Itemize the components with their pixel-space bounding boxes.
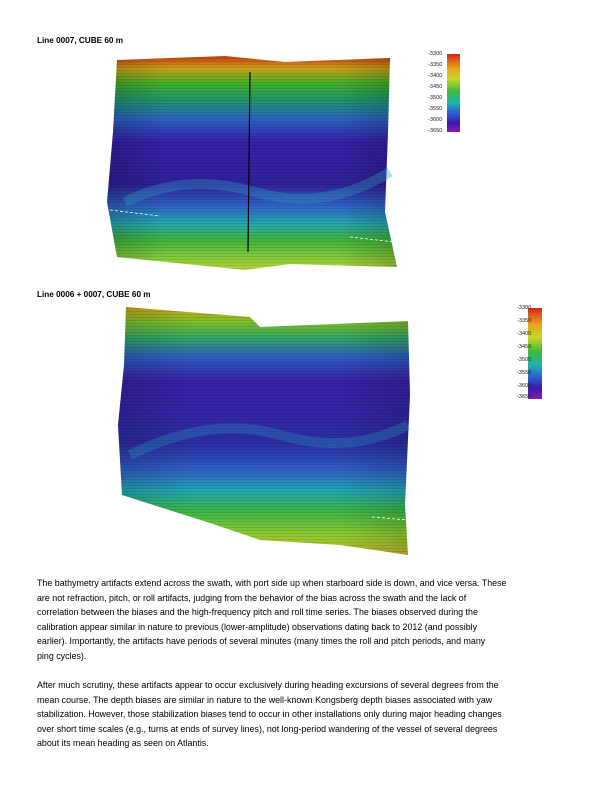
legend-tick: -3400 (517, 331, 532, 337)
legend-tick: -3650 (517, 394, 532, 400)
text-line: over short time scales (e.g., turns at e… (37, 723, 498, 734)
text-line: about its mean heading as seen on Atlant… (37, 738, 209, 749)
depth-color-legend-2: -3300 -3350 -3400 -3450 -3500 -3550 -360… (515, 305, 577, 400)
legend-tick: -3500 (517, 357, 532, 363)
legend-tick: -3550 (428, 106, 443, 112)
legend-tick: -3600 (517, 383, 532, 389)
legend-tick: -3450 (517, 344, 532, 350)
legend-tick: -3650 (428, 128, 443, 134)
text-line: The bathymetry artifacts extend across t… (37, 578, 507, 588)
text-line: ping cycles). (37, 650, 87, 661)
legend-tick: -3450 (428, 84, 443, 90)
text-line: After much scrutiny, these artifacts app… (37, 680, 499, 690)
text-line: earlier). Importantly, the artifacts hav… (37, 636, 486, 647)
color-scale-bar (528, 308, 542, 399)
legend-tick: -3350 (428, 62, 443, 68)
legend-tick: -3550 (517, 370, 532, 376)
legend-tick: -3350 (517, 318, 532, 324)
figure-2-caption: Line 0006 + 0007, CUBE 60 m (37, 290, 151, 299)
bathymetry-map-line-0007 (107, 56, 397, 270)
text-line: stabilization. However, those stabilizat… (37, 709, 502, 720)
legend-tick: -3500 (428, 95, 443, 101)
paragraph-1: The bathymetry artifacts extend across t… (37, 576, 585, 664)
figure-1-caption: Line 0007, CUBE 60 m (37, 36, 124, 45)
legend-tick: -3300 (428, 51, 443, 57)
bathymetry-map-line-0006-0007 (118, 307, 411, 555)
text-line: calibration appear similar in nature to … (37, 621, 478, 632)
text-line: are not refraction, pitch, or roll artif… (37, 592, 467, 603)
legend-tick: -3600 (428, 117, 443, 123)
text-line: mean course. The depth biases are simila… (37, 694, 493, 705)
color-scale-bar (447, 54, 460, 132)
depth-color-legend-1: -3300 -3350 -3400 -3450 -3500 -3550 -360… (420, 51, 470, 136)
legend-tick: -3400 (428, 73, 443, 79)
text-line: correlation between the biases and the h… (37, 607, 478, 618)
legend-tick: -3300 (517, 305, 532, 311)
paragraph-2: After much scrutiny, these artifacts app… (37, 678, 585, 751)
